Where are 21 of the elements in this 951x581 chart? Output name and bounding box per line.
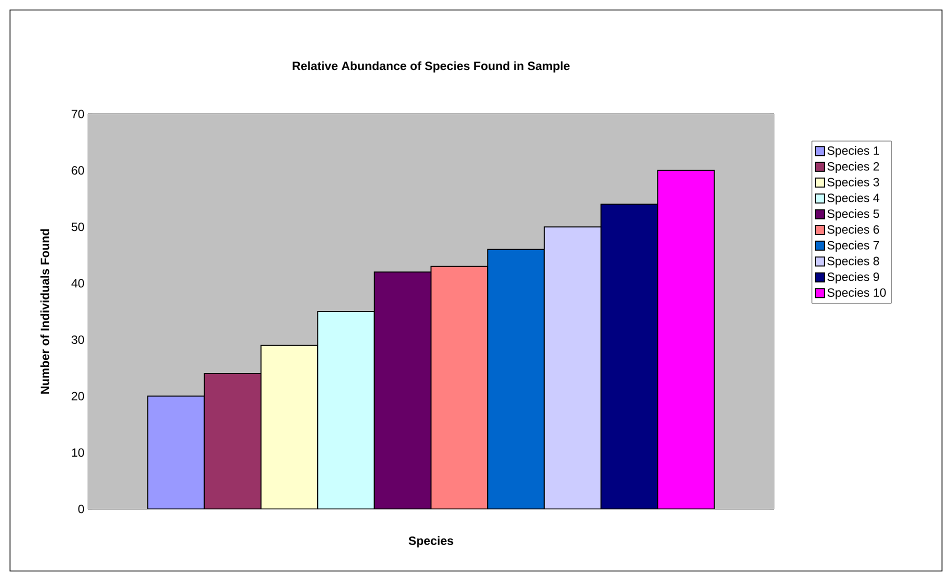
legend-label: Species 8 <box>827 256 880 268</box>
y-tick-label: 40 <box>71 279 84 288</box>
legend-label: Species 10 <box>827 288 886 300</box>
x-axis-title: Species <box>408 536 454 548</box>
chart-title: Relative Abundance of Species Found in Sample <box>292 61 570 73</box>
legend-label: Species 6 <box>827 224 880 236</box>
y-tick-label: 10 <box>72 448 84 457</box>
legend-label: Species 1 <box>827 146 880 158</box>
legend-label: Species 5 <box>827 209 880 220</box>
y-axis-title: Number of Individuals Found <box>40 229 50 394</box>
y-tick-label: 20 <box>72 392 84 400</box>
legend-label: Species 4 <box>827 193 880 205</box>
y-tick-label: 0 <box>78 504 84 514</box>
y-tick-label: 30 <box>72 335 84 344</box>
y-tick-label: 50 <box>72 222 84 232</box>
y-tick-label: 60 <box>72 166 84 175</box>
legend-label: Species 3 <box>827 178 880 189</box>
legend-label: Species 9 <box>827 272 880 284</box>
legend-label: Species 2 <box>827 162 880 173</box>
legend-label: Species 7 <box>827 240 880 252</box>
y-tick-label: 70 <box>72 110 84 118</box>
